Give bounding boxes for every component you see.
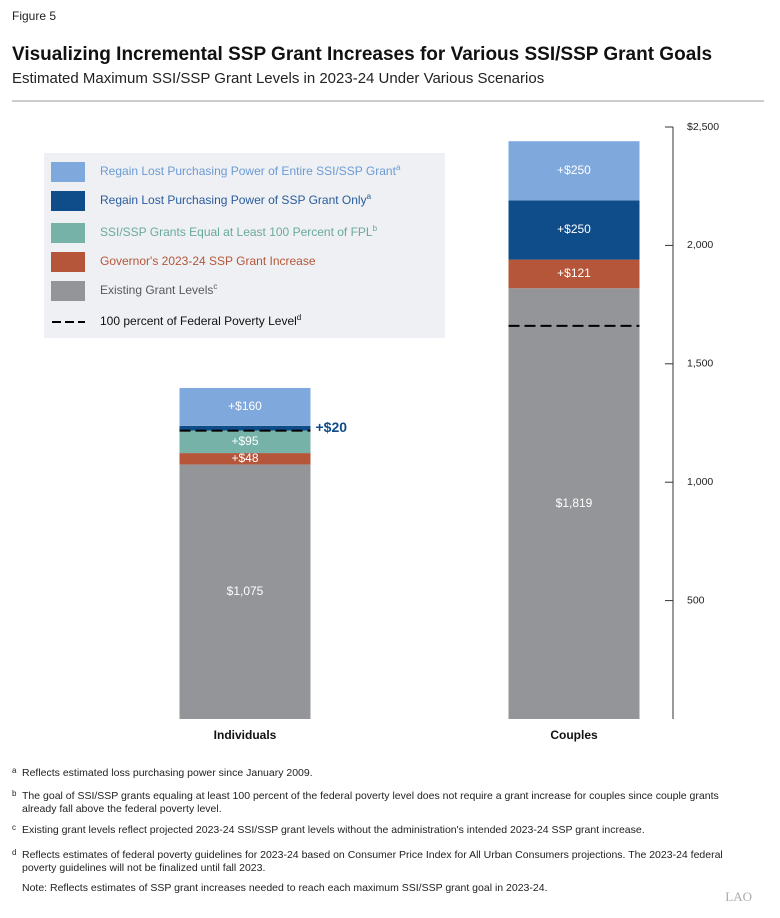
footnote-mark: c xyxy=(12,823,16,832)
value-label: +$95 xyxy=(231,434,258,448)
y-tick-label: $2,500 xyxy=(687,121,719,133)
bar-segment xyxy=(508,141,640,201)
legend-swatch xyxy=(51,281,85,301)
legend-footnote: b xyxy=(373,224,378,233)
value-label: +$48 xyxy=(231,451,258,465)
legend-swatch xyxy=(51,223,85,243)
footnote: c Existing grant levels reflect projected… xyxy=(12,823,752,837)
bar-segment xyxy=(508,200,640,260)
bar-segment xyxy=(179,387,311,426)
legend-label: SSI/SSP Grants Equal at Least 100 Percen… xyxy=(100,224,378,239)
legend-swatch xyxy=(51,162,85,182)
legend-footnote: c xyxy=(213,282,217,291)
footnote-mark: d xyxy=(12,848,17,857)
footnote: d Reflects estimates of federal poverty g… xyxy=(12,848,752,875)
bar-segment xyxy=(179,464,311,719)
chart-title: Visualizing Incremental SSP Grant Increa… xyxy=(12,44,712,65)
legend-swatch xyxy=(51,252,85,272)
legend-label: Regain Lost Purchasing Power of Entire S… xyxy=(100,163,401,178)
legend-name: 100 percent of Federal Poverty Level xyxy=(100,314,297,328)
bar-segment xyxy=(179,430,311,454)
figure-label: Figure 5 xyxy=(12,9,56,23)
legend-name: Governor's 2023-24 SSP Grant Increase xyxy=(100,254,316,268)
bar-segment xyxy=(179,425,311,431)
x-tick-label: Couples xyxy=(550,728,598,742)
legend-label: Regain Lost Purchasing Power of SSP Gran… xyxy=(100,192,372,207)
legend-name: Regain Lost Purchasing Power of SSP Gran… xyxy=(100,193,367,207)
footnote-mark: a xyxy=(12,766,17,775)
logo: LAO xyxy=(725,889,752,904)
footnote-text: Reflects estimates of federal poverty gu… xyxy=(22,849,723,874)
legend-label: 100 percent of Federal Poverty Leveld xyxy=(100,313,301,328)
value-label: $1,819 xyxy=(556,496,593,510)
bar-segment xyxy=(508,288,640,719)
legend-footnote: a xyxy=(396,163,401,172)
footnote: b The goal of SSI/SSP grants equaling at … xyxy=(12,789,752,816)
y-tick-label: 500 xyxy=(687,594,705,606)
footnote-text: The goal of SSI/SSP grants equaling at l… xyxy=(22,790,719,815)
footnote-text: Existing grant levels reflect projected … xyxy=(22,824,645,836)
legend-name: Existing Grant Levels xyxy=(100,283,213,297)
legend-swatch xyxy=(51,191,85,211)
legend-name: Regain Lost Purchasing Power of Entire S… xyxy=(100,164,397,178)
value-label: +$121 xyxy=(557,266,591,280)
bar-segment xyxy=(179,453,311,465)
y-tick-label: 1,000 xyxy=(687,476,713,488)
footnote: a Reflects estimated loss purchasing powe… xyxy=(12,766,752,780)
y-tick-label: 1,500 xyxy=(687,358,713,370)
y-tick-label: 2,000 xyxy=(687,239,713,251)
legend-box xyxy=(44,153,445,338)
x-tick-label: Individuals xyxy=(214,728,277,742)
value-label: +$250 xyxy=(557,222,591,236)
value-label: +$20 xyxy=(316,419,348,435)
value-label: +$160 xyxy=(228,399,262,413)
value-label: $1,075 xyxy=(227,584,264,598)
note: Note: Reflects estimates of SSP grant in… xyxy=(22,882,548,894)
bar-segment xyxy=(508,259,640,289)
legend-name: SSI/SSP Grants Equal at Least 100 Percen… xyxy=(100,225,373,239)
value-label: +$250 xyxy=(557,163,591,177)
chart-subtitle: Estimated Maximum SSI/SSP Grant Levels i… xyxy=(12,70,544,87)
footnote-text: Reflects estimated loss purchasing power… xyxy=(22,767,313,779)
legend-label: Existing Grant Levelsc xyxy=(100,282,217,297)
legend-footnote: a xyxy=(367,192,372,201)
legend-footnote: d xyxy=(297,313,301,322)
footnote-mark: b xyxy=(12,789,17,798)
legend-label: Governor's 2023-24 SSP Grant Increase xyxy=(100,254,316,268)
